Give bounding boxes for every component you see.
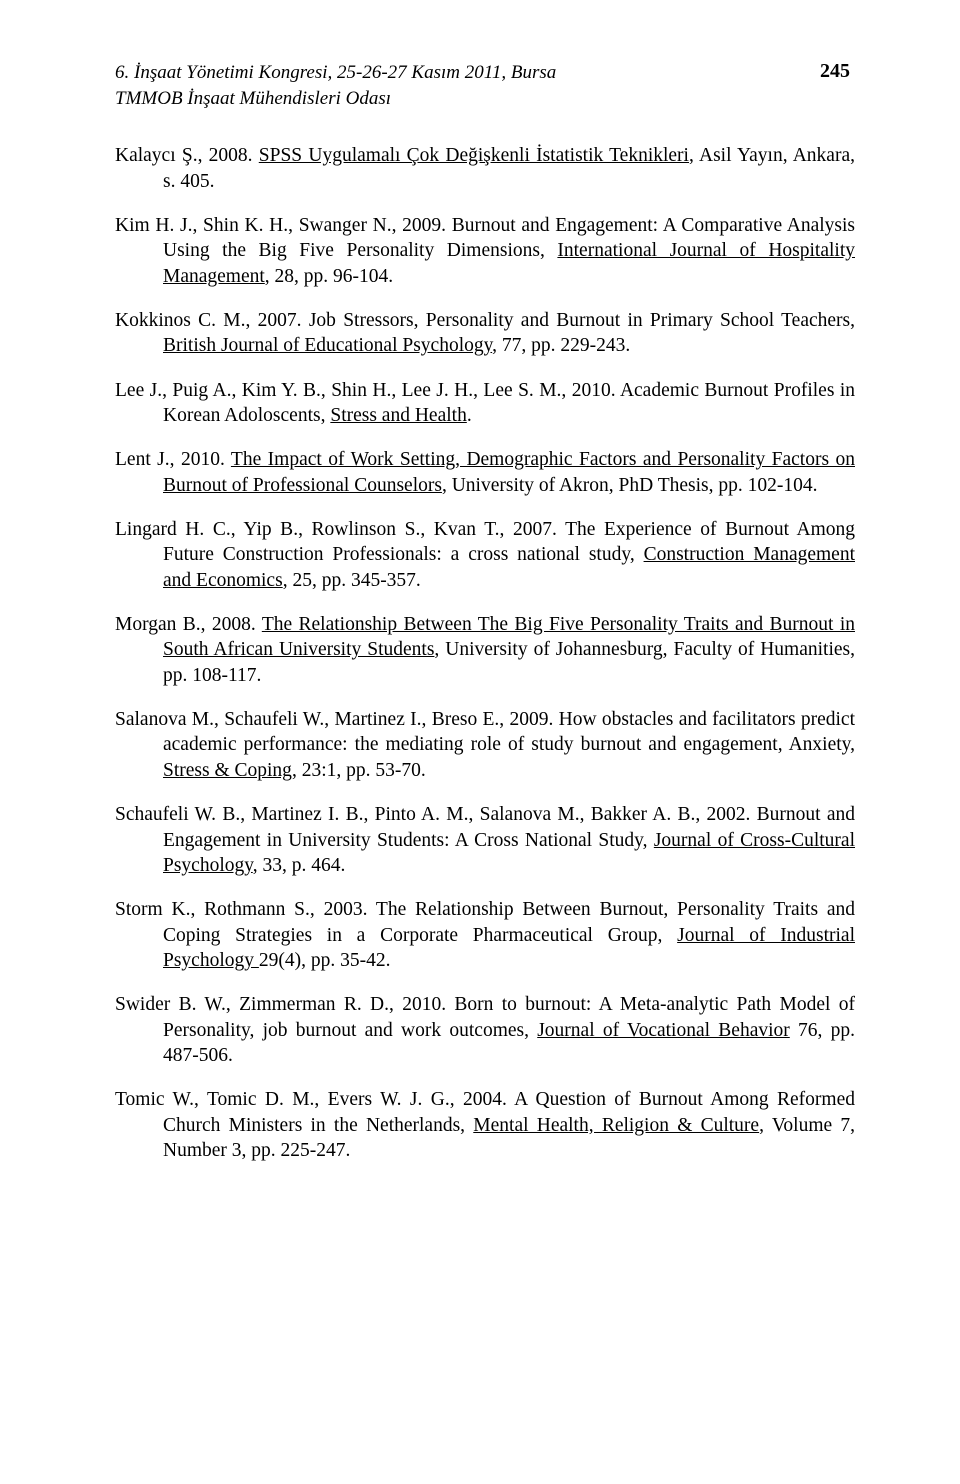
reference-item: Morgan B., 2008. The Relationship Betwee… — [115, 612, 855, 688]
ref-text: , 23:1, pp. 53-70. — [292, 760, 426, 781]
reference-item: Lee J., Puig A., Kim Y. B., Shin H., Lee… — [115, 378, 855, 429]
ref-text: Lent J., 2010. — [115, 449, 231, 470]
ref-text: , 33, p. 464. — [253, 855, 346, 876]
reference-item: Salanova M., Schaufeli W., Martinez I., … — [115, 707, 855, 783]
ref-underline: Mental Health, Religion & Culture — [473, 1115, 759, 1136]
reference-item: Kim H. J., Shin K. H., Swanger N., 2009.… — [115, 213, 855, 289]
reference-item: Schaufeli W. B., Martinez I. B., Pinto A… — [115, 802, 855, 878]
ref-text: , 25, pp. 345-357. — [283, 570, 421, 591]
ref-underline: Journal of Vocational Behavior — [537, 1020, 790, 1041]
page-header: 6. İnşaat Yönetimi Kongresi, 25-26-27 Ka… — [115, 60, 855, 111]
ref-text: Salanova M., Schaufeli W., Martinez I., … — [115, 709, 855, 755]
reference-item: Kalaycı Ş., 2008. SPSS Uygulamalı Çok De… — [115, 143, 855, 194]
reference-item: Tomic W., Tomic D. M., Evers W. J. G., 2… — [115, 1087, 855, 1163]
reference-item: Kokkinos C. M., 2007. Job Stressors, Per… — [115, 308, 855, 359]
ref-text: , 28, pp. 96-104. — [265, 266, 393, 287]
ref-underline: SPSS Uygulamalı Çok Değişkenli İstatisti… — [259, 145, 689, 166]
reference-item: Lingard H. C., Yip B., Rowlinson S., Kva… — [115, 517, 855, 593]
header-text: 6. İnşaat Yönetimi Kongresi, 25-26-27 Ka… — [115, 60, 556, 111]
ref-underline: Stress and Health — [330, 405, 466, 426]
page-number: 245 — [820, 60, 855, 83]
ref-underline: British Journal of Educational Psycholog… — [163, 335, 492, 356]
reference-item: Swider B. W., Zimmerman R. D., 2010. Bor… — [115, 992, 855, 1068]
reference-item: Lent J., 2010. The Impact of Work Settin… — [115, 447, 855, 498]
ref-text: 29(4), pp. 35-42. — [259, 950, 391, 971]
ref-text: , 77, pp. 229-243. — [492, 335, 630, 356]
header-line-2: TMMOB İnşaat Mühendisleri Odası — [115, 86, 556, 112]
ref-text: , University of Akron, PhD Thesis, pp. 1… — [442, 475, 818, 496]
ref-text: . — [467, 405, 472, 426]
ref-text: Kalaycı Ş., 2008. — [115, 145, 259, 166]
ref-underline: Stress & Coping — [163, 760, 292, 781]
ref-text: Morgan B., 2008. — [115, 614, 262, 635]
reference-item: Storm K., Rothmann S., 2003. The Relatio… — [115, 897, 855, 973]
ref-text: Kokkinos C. M., 2007. Job Stressors, Per… — [115, 310, 855, 331]
ref-text: Lee J., Puig A., Kim Y. B., Shin H., Lee… — [115, 380, 855, 426]
header-line-1: 6. İnşaat Yönetimi Kongresi, 25-26-27 Ka… — [115, 60, 556, 86]
